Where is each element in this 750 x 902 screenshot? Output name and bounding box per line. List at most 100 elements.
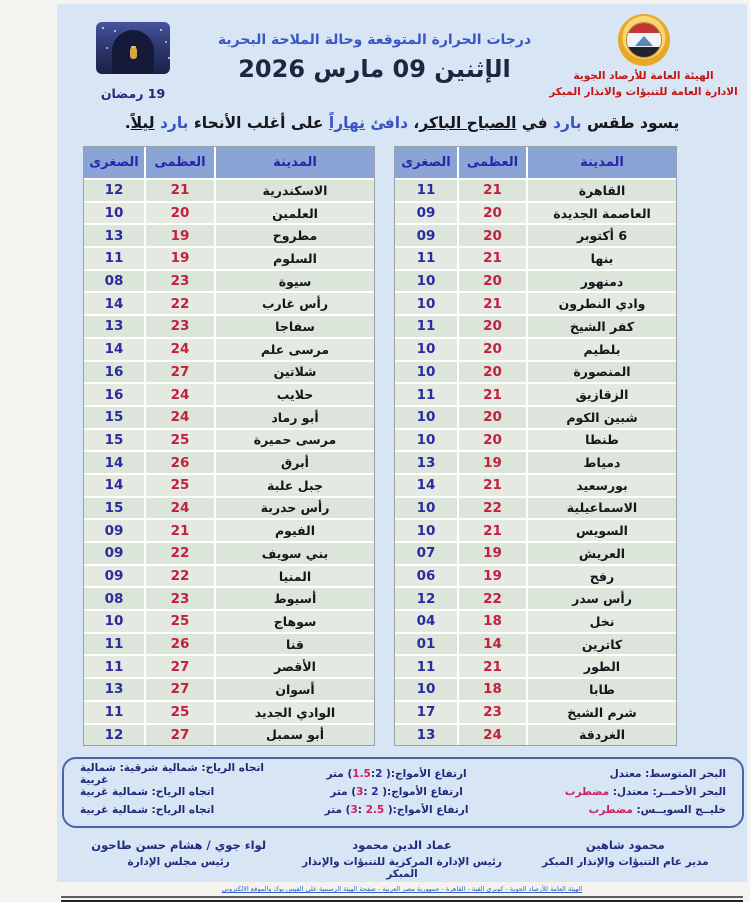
max-temp-cell: 18	[457, 611, 526, 634]
city-cell: أسوان	[214, 679, 374, 702]
max-temp-cell: 23	[144, 316, 214, 339]
city-column-header: المدينة	[526, 147, 676, 180]
agency-logo-icon	[617, 14, 670, 66]
summary-segment: نهاراً	[328, 114, 365, 132]
max-temp-cell: 23	[144, 270, 214, 294]
city-cell: رفح	[526, 565, 676, 589]
city-cell: شبين الكوم	[526, 406, 676, 430]
city-cell: أبو رماد	[214, 406, 374, 430]
city-cell: سيوة	[214, 270, 374, 294]
min-temp-cell: 12	[84, 180, 144, 203]
max-temp-cell: 20	[457, 316, 526, 339]
table-row: سوهاج 25 10	[84, 611, 374, 634]
max-temp-cell: 21	[457, 520, 526, 543]
max-temp-cell: 21	[457, 474, 526, 498]
signature-name: عماد الدين محمود	[352, 838, 452, 853]
min-temp-cell: 11	[84, 656, 144, 680]
min-temp-cell: 06	[395, 565, 457, 589]
max-temp-cell: 20	[144, 202, 214, 226]
min-temp-cell: 16	[84, 361, 144, 385]
city-cell: الاسماعيلية	[526, 497, 676, 521]
table-row: جبل علبة 25 14	[84, 474, 374, 498]
max-temp-cell: 22	[144, 565, 214, 589]
min-temp-cell: 12	[395, 588, 457, 612]
table-row: دمياط 19 13	[395, 452, 676, 475]
marine-row: خليــج السويــس: مضطرب ارتفاع الأمواج:( 2…	[80, 801, 726, 819]
min-temp-cell: 14	[84, 293, 144, 317]
summary-segment: دافئ	[370, 114, 409, 132]
city-cell: دمنهور	[526, 270, 676, 294]
table-row: العاصمة الجديدة 20 09	[395, 202, 676, 226]
min-temp-cell: 15	[84, 497, 144, 521]
max-temp-cell: 25	[144, 429, 214, 453]
max-temp-cell: 27	[144, 656, 214, 680]
table-header-row: المدينة العظمى الصغرى	[84, 147, 374, 180]
min-temp-cell: 14	[84, 474, 144, 498]
summary-line: يسود طقس بارد في الصباح الباكر، دافئ نها…	[77, 114, 727, 132]
table-header-row: المدينة العظمى الصغرى	[395, 147, 676, 180]
summary-segment: يسود طقس	[581, 114, 680, 132]
table-row: كفر الشيخ 20 11	[395, 316, 676, 339]
table-row: نخل 18 04	[395, 611, 676, 634]
min-temp-cell: 12	[84, 724, 144, 746]
summary-segment: ليلاً	[130, 114, 155, 132]
city-cell: بني سويف	[214, 543, 374, 566]
min-temp-cell: 11	[395, 384, 457, 407]
city-cell: رأس سدر	[526, 588, 676, 612]
min-temp-cell: 11	[395, 248, 457, 271]
city-cell: العاصمة الجديدة	[526, 202, 676, 226]
max-temp-cell: 24	[457, 724, 526, 746]
signature-block: لواء جوي / هشام حسن طاحون رئيس مجلس الإدا…	[67, 838, 290, 880]
min-temp-cell: 11	[395, 316, 457, 339]
max-temp-cell: 20	[457, 406, 526, 430]
stars-icon	[102, 27, 104, 29]
table-row: الأقصر 27 11	[84, 656, 374, 680]
table-row: السويس 21 10	[395, 520, 676, 543]
city-cell: سفاجا	[214, 316, 374, 339]
min-temp-cell: 09	[395, 202, 457, 226]
wave-height-segment: 3	[350, 804, 358, 817]
signature-title: رئيس مجلس الإدارة	[127, 856, 230, 869]
min-temp-cell: 13	[84, 679, 144, 702]
min-temp-cell: 16	[84, 384, 144, 407]
table-row: سفاجا 23 13	[84, 316, 374, 339]
max-temp-cell: 20	[457, 270, 526, 294]
wave-height: ارتفاع الأمواج:( 1.5:2) متر	[287, 768, 507, 780]
max-temp-cell: 18	[457, 679, 526, 702]
org-department: الادارة العامة للتنبؤات والانذار المبكر	[549, 86, 738, 99]
sea-state-segment: خليــج السويــس:	[632, 804, 726, 817]
max-temp-cell: 19	[144, 248, 214, 271]
city-cell: أبرق	[214, 452, 374, 475]
city-cell: السلوم	[214, 248, 374, 271]
city-cell: سوهاج	[214, 611, 374, 634]
table-row: دمنهور 20 10	[395, 270, 676, 294]
city-cell: رأس غارب	[214, 293, 374, 317]
summary-segment: ،	[408, 114, 420, 132]
bottom-rule	[61, 896, 743, 902]
min-temp-cell: 11	[395, 656, 457, 680]
summary-segment: في	[516, 114, 554, 132]
table-row: شرم الشيخ 23 17	[395, 701, 676, 725]
min-column-header: الصغرى	[395, 147, 457, 180]
min-temp-cell: 10	[395, 406, 457, 430]
city-cell: دمياط	[526, 452, 676, 475]
min-column-header: الصغرى	[84, 147, 144, 180]
wave-height-segment: ) متر	[326, 768, 353, 781]
max-column-header: العظمى	[457, 147, 526, 180]
table-row: مرسى علم 24 14	[84, 338, 374, 362]
signature-name: محمود شاهين	[585, 838, 665, 853]
signature-title: رئيس الإدارة المركزية للتنبؤات والإنذار …	[302, 856, 502, 881]
signature-name: لواء جوي / هشام حسن طاحون	[91, 838, 267, 853]
sea-state-segment: البحر الأحمــر: معتدل:	[609, 786, 726, 799]
min-temp-cell: 11	[84, 633, 144, 657]
sea-state-segment: البحر المتوسط: معتدل	[609, 768, 726, 781]
max-temp-cell: 24	[144, 497, 214, 521]
wave-height-segment: 3	[356, 786, 364, 799]
min-temp-cell: 09	[395, 225, 457, 249]
table-row: رفح 19 06	[395, 565, 676, 589]
table-row: بني سويف 22 09	[84, 543, 374, 566]
max-temp-cell: 20	[457, 338, 526, 362]
max-temp-cell: 19	[457, 452, 526, 475]
sea-state: البحر المتوسط: معتدل	[506, 768, 726, 780]
